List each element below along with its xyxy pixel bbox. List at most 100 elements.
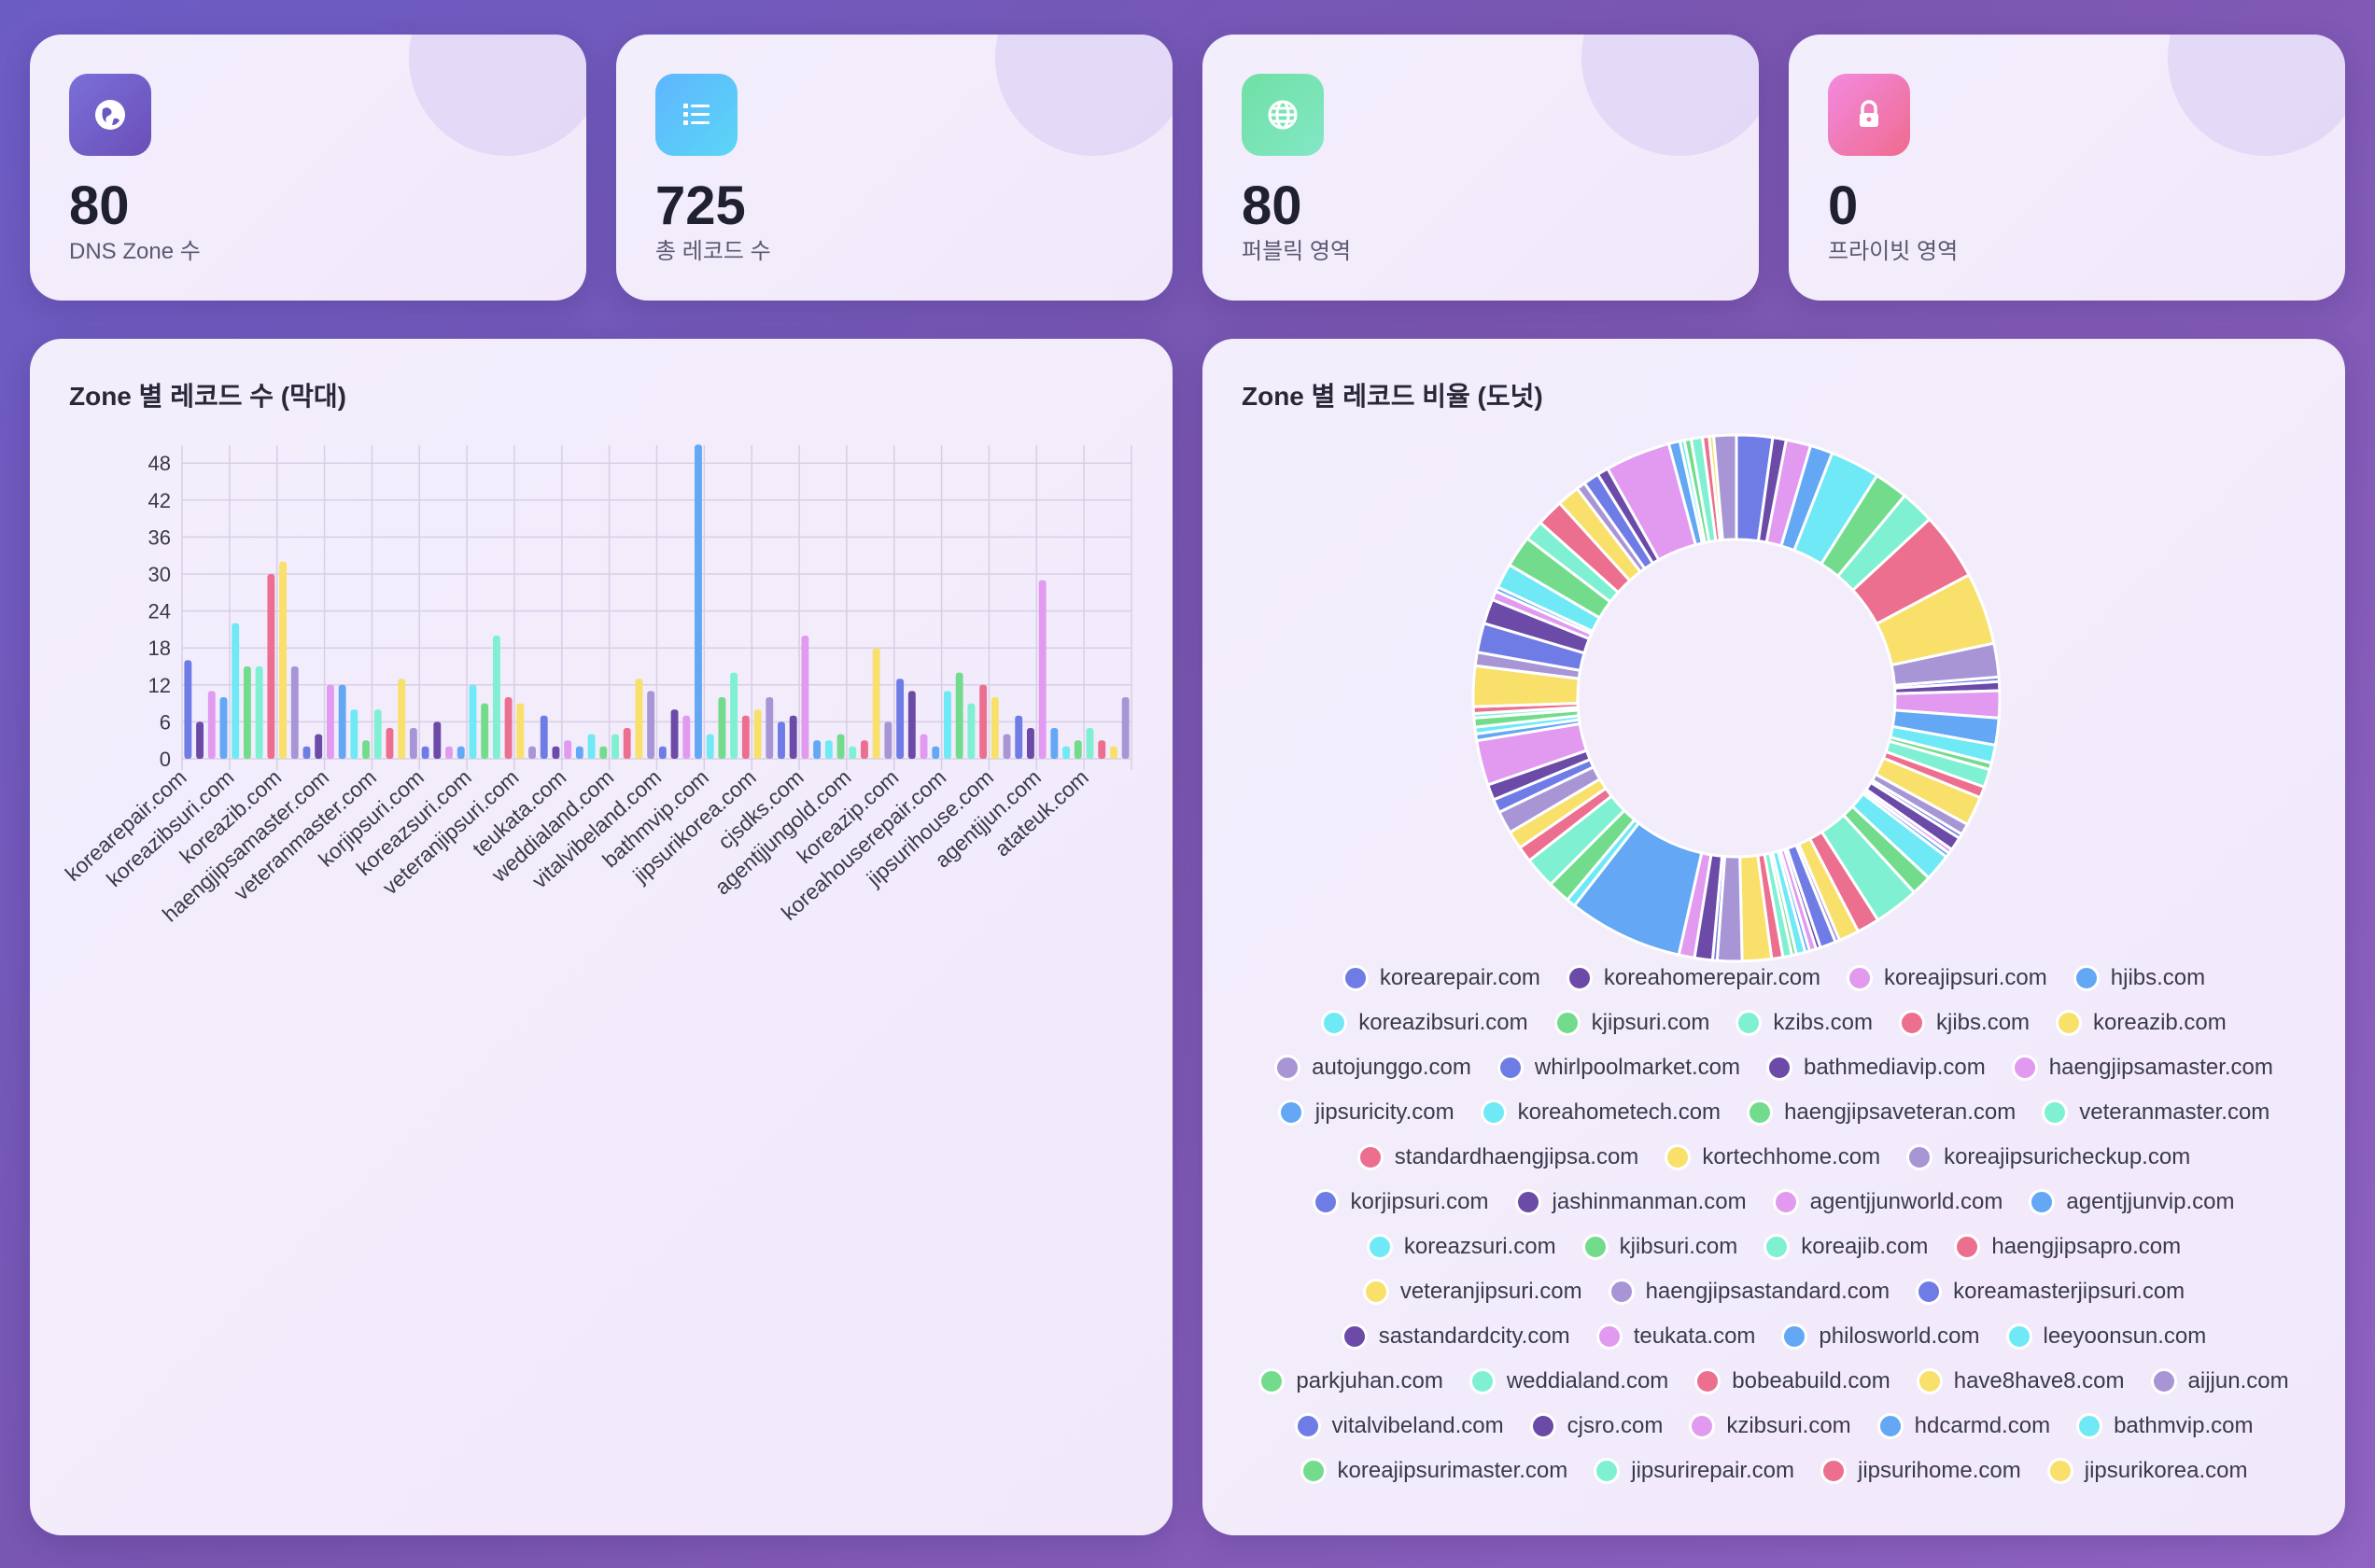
- bar[interactable]: [944, 691, 951, 759]
- legend-item[interactable]: koreazibsuri.com: [1321, 1007, 1528, 1039]
- legend-item[interactable]: teukata.com: [1595, 1321, 1755, 1352]
- bar[interactable]: [623, 728, 631, 759]
- bar[interactable]: [219, 697, 228, 759]
- bar[interactable]: [373, 709, 382, 759]
- legend-item[interactable]: whirlpoolmarket.com: [1497, 1052, 1740, 1084]
- bar[interactable]: [658, 746, 667, 759]
- bar[interactable]: [564, 740, 572, 759]
- legend-item[interactable]: jashinmanman.com: [1514, 1186, 1747, 1218]
- bar[interactable]: [1062, 746, 1071, 759]
- legend-item[interactable]: vitalvibeland.com: [1294, 1410, 1504, 1442]
- bar[interactable]: [766, 697, 774, 759]
- legend-item[interactable]: haengjipsamaster.com: [2011, 1052, 2273, 1084]
- bar[interactable]: [611, 734, 619, 759]
- legend-item[interactable]: haengjipsastandard.com: [1608, 1276, 1890, 1308]
- bar[interactable]: [409, 728, 417, 759]
- bar[interactable]: [730, 672, 738, 759]
- legend-item[interactable]: koreajipsuricheckup.com: [1906, 1141, 2190, 1173]
- bar[interactable]: [362, 740, 370, 759]
- bar[interactable]: [635, 679, 643, 759]
- legend-item[interactable]: korearepair.com: [1342, 962, 1540, 994]
- bar[interactable]: [813, 740, 822, 759]
- legend-item[interactable]: autojunggo.com: [1274, 1052, 1471, 1084]
- bar[interactable]: [836, 734, 845, 759]
- bar[interactable]: [801, 636, 809, 759]
- bar[interactable]: [326, 684, 334, 759]
- bar[interactable]: [1038, 580, 1047, 759]
- bar[interactable]: [1086, 728, 1094, 759]
- bar[interactable]: [695, 444, 702, 759]
- bar[interactable]: [1015, 715, 1023, 759]
- legend-item[interactable]: kzibs.com: [1736, 1007, 1873, 1039]
- legend-item[interactable]: kjibsuri.com: [1581, 1231, 1737, 1263]
- bar[interactable]: [421, 746, 429, 759]
- bar[interactable]: [1050, 728, 1059, 759]
- legend-item[interactable]: kjipsuri.com: [1553, 1007, 1709, 1039]
- bar[interactable]: [682, 715, 691, 759]
- legend-item[interactable]: koreamasterjipsuri.com: [1916, 1276, 2185, 1308]
- legend-item[interactable]: aijjun.com: [2150, 1365, 2289, 1397]
- bar[interactable]: [741, 715, 750, 759]
- legend-item[interactable]: jipsurirepair.com: [1594, 1455, 1794, 1487]
- bar[interactable]: [504, 697, 513, 759]
- bar[interactable]: [279, 561, 287, 759]
- legend-item[interactable]: jipsurikorea.com: [2046, 1455, 2247, 1487]
- legend-item[interactable]: agentjjunworld.com: [1772, 1186, 2003, 1218]
- bar[interactable]: [575, 746, 583, 759]
- bar[interactable]: [433, 721, 442, 759]
- bar[interactable]: [243, 666, 251, 759]
- bar[interactable]: [955, 672, 963, 759]
- bar[interactable]: [350, 709, 358, 759]
- bar[interactable]: [184, 660, 192, 759]
- bar[interactable]: [386, 728, 394, 759]
- bar[interactable]: [872, 648, 880, 759]
- bar[interactable]: [778, 721, 785, 759]
- bar[interactable]: [1074, 740, 1082, 759]
- bar[interactable]: [196, 721, 204, 759]
- legend-item[interactable]: haengjipsaveteran.com: [1747, 1097, 2016, 1128]
- bar[interactable]: [469, 684, 477, 759]
- bar[interactable]: [1027, 728, 1034, 759]
- bar[interactable]: [967, 703, 976, 759]
- legend-item[interactable]: koreazib.com: [2056, 1007, 2227, 1039]
- bar[interactable]: [232, 623, 240, 759]
- bar[interactable]: [302, 746, 311, 759]
- bar[interactable]: [932, 746, 940, 759]
- bar[interactable]: [753, 709, 762, 759]
- bar[interactable]: [789, 715, 797, 759]
- bar[interactable]: [492, 636, 500, 759]
- bar[interactable]: [338, 684, 346, 759]
- bar[interactable]: [861, 740, 868, 759]
- legend-item[interactable]: veteranmaster.com: [2042, 1097, 2270, 1128]
- bar[interactable]: [896, 679, 905, 759]
- bar[interactable]: [1003, 734, 1011, 759]
- bar[interactable]: [706, 734, 714, 759]
- bar[interactable]: [670, 709, 679, 759]
- legend-item[interactable]: leeyoonsun.com: [2005, 1321, 2206, 1352]
- bar[interactable]: [991, 697, 999, 759]
- bar[interactable]: [528, 746, 536, 759]
- legend-item[interactable]: veteranjipsuri.com: [1362, 1276, 1582, 1308]
- legend-item[interactable]: koreajipsuri.com: [1847, 962, 2047, 994]
- legend-item[interactable]: haengjipsapro.com: [1954, 1231, 2181, 1263]
- bar[interactable]: [587, 734, 596, 759]
- donut-slice[interactable]: [1711, 433, 1738, 542]
- bar[interactable]: [457, 746, 465, 759]
- bar[interactable]: [884, 721, 892, 759]
- bar[interactable]: [540, 715, 548, 759]
- legend-item[interactable]: jipsurihome.com: [1820, 1455, 2021, 1487]
- legend-item[interactable]: korjipsuri.com: [1313, 1186, 1489, 1218]
- legend-item[interactable]: koreajib.com: [1764, 1231, 1928, 1263]
- bar[interactable]: [1109, 746, 1117, 759]
- bar[interactable]: [599, 746, 608, 759]
- bar[interactable]: [979, 684, 988, 759]
- bar[interactable]: [907, 691, 916, 759]
- legend-item[interactable]: bathmvip.com: [2076, 1410, 2253, 1442]
- bar[interactable]: [718, 697, 726, 759]
- legend-item[interactable]: koreajipsurimaster.com: [1300, 1455, 1567, 1487]
- legend-item[interactable]: koreazsuri.com: [1366, 1231, 1556, 1263]
- bar[interactable]: [267, 574, 275, 759]
- legend-item[interactable]: weddialand.com: [1469, 1365, 1668, 1397]
- legend-item[interactable]: cjsro.com: [1529, 1410, 1663, 1442]
- bar[interactable]: [207, 691, 216, 759]
